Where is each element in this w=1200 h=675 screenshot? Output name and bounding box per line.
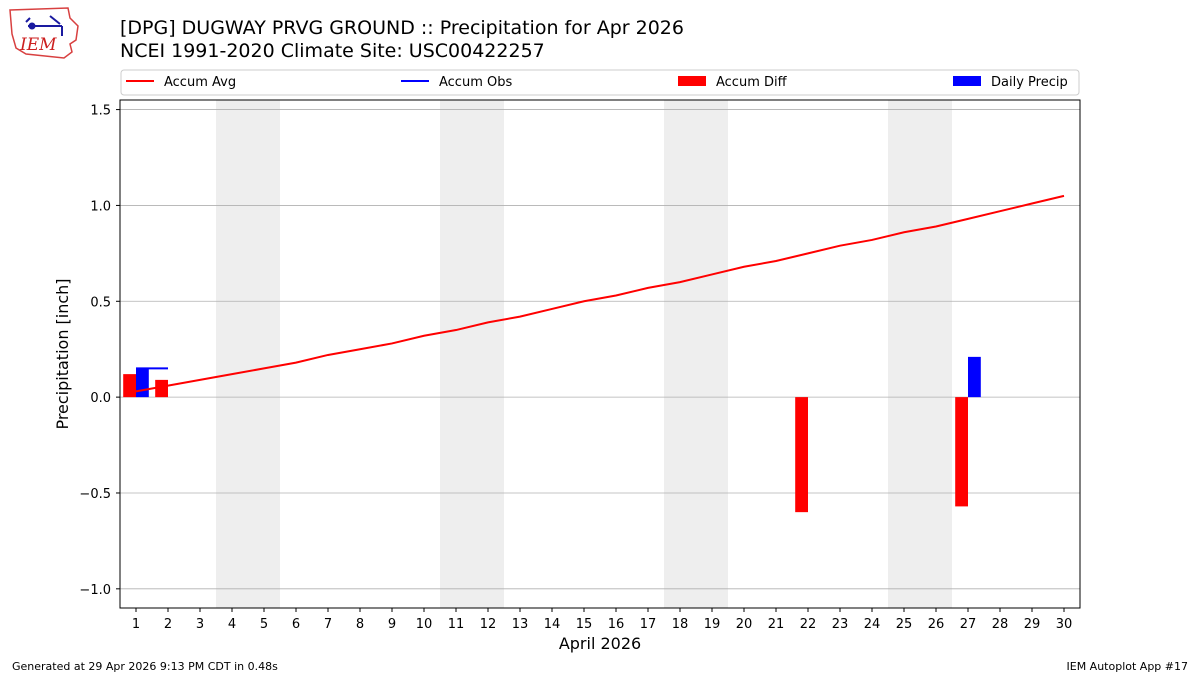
accum-avg-line <box>135 194 1065 393</box>
x-tick-label: 26 <box>928 617 945 632</box>
y-tick-label: −1.0 <box>79 583 111 598</box>
x-tick-label: 15 <box>576 617 593 632</box>
y-tick-label: 1.0 <box>90 199 111 214</box>
legend-accum_diff-swatch <box>678 76 706 86</box>
x-tick-label: 1 <box>132 617 140 632</box>
x-tick-label: 8 <box>356 617 364 632</box>
x-tick-label: 27 <box>960 617 977 632</box>
app-label: IEM Autoplot App #17 <box>1066 660 1189 673</box>
accum-diff-bar <box>955 397 968 507</box>
accum-diff-bar <box>795 397 808 513</box>
x-tick-label: 16 <box>608 617 625 632</box>
x-tick-label: 14 <box>544 617 561 632</box>
x-tick-label: 25 <box>896 617 913 632</box>
x-axis-label: April 2026 <box>559 634 641 653</box>
x-tick-label: 19 <box>704 617 721 632</box>
plot-frame <box>119 99 1081 609</box>
x-tick-label: 24 <box>864 617 881 632</box>
x-tick-label: 17 <box>640 617 657 632</box>
x-tick-label: 2 <box>164 617 172 632</box>
x-tick-label: 21 <box>768 617 785 632</box>
x-tick-label: 20 <box>736 617 753 632</box>
weather-station-icon <box>25 15 63 36</box>
x-tick-label: 12 <box>480 617 497 632</box>
accum-diff-bar <box>123 374 136 398</box>
x-tick-label: 9 <box>388 617 396 632</box>
x-tick-label: 11 <box>448 617 465 632</box>
chart-subtitle: NCEI 1991-2020 Climate Site: USC00422257 <box>120 40 545 62</box>
x-tick-label: 22 <box>800 617 817 632</box>
x-tick-label: 10 <box>416 617 433 632</box>
x-tick-label: 30 <box>1056 617 1073 632</box>
y-tick-label: 0.5 <box>90 295 111 310</box>
weekend-band <box>920 100 952 608</box>
weekend-band <box>440 100 472 608</box>
y-tick-label: 1.5 <box>90 104 111 119</box>
y-axis-label: Precipitation [inch] <box>53 278 72 429</box>
weekend-band <box>472 100 504 608</box>
x-tick-label: 5 <box>260 617 268 632</box>
legend-accum_avg-label: Accum Avg <box>164 75 236 90</box>
weekend-band <box>248 100 280 608</box>
x-tick-label: 6 <box>292 617 300 632</box>
x-tick-label: 7 <box>324 617 332 632</box>
x-tick-label: 23 <box>832 617 849 632</box>
x-tick-label: 18 <box>672 617 689 632</box>
x-tick-label: 28 <box>992 617 1009 632</box>
weekend-band <box>216 100 248 608</box>
iem-logo: IEM <box>9 7 79 59</box>
legend-box <box>120 69 1080 96</box>
y-tick-label: −0.5 <box>79 487 111 502</box>
weekend-band <box>888 100 920 608</box>
daily-precip-bar <box>968 356 981 398</box>
daily-precip-bar <box>136 368 149 398</box>
chart-title: [DPG] DUGWAY PRVG GROUND :: Precipitatio… <box>120 17 684 39</box>
legend-daily_precip-label: Daily Precip <box>991 75 1068 90</box>
logo-text: IEM <box>19 35 57 55</box>
accum-diff-bar <box>155 379 168 398</box>
x-tick-label: 29 <box>1024 617 1041 632</box>
legend-accum_diff-label: Accum Diff <box>716 75 788 90</box>
x-tick-label: 4 <box>228 617 236 632</box>
generated-timestamp: Generated at 29 Apr 2026 9:13 PM CDT in … <box>12 660 278 673</box>
weekend-band <box>664 100 696 608</box>
legend-daily_precip-swatch <box>953 76 981 86</box>
weekend-band <box>696 100 728 608</box>
x-tick-label: 13 <box>512 617 529 632</box>
x-tick-label: 3 <box>196 617 204 632</box>
legend-accum_obs-label: Accum Obs <box>439 75 512 90</box>
y-tick-label: 0.0 <box>90 391 111 406</box>
